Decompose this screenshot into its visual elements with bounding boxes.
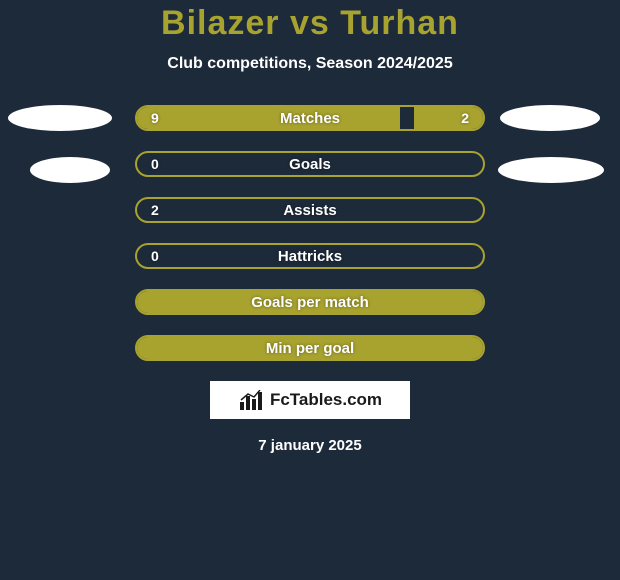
stat-bar: 2Assists	[135, 197, 485, 223]
fctables-logo-badge: FcTables.com	[210, 381, 410, 419]
stat-row: 2Assists	[0, 197, 620, 223]
stat-bar: 92Matches	[135, 105, 485, 131]
logo-text: FcTables.com	[270, 390, 382, 410]
stat-label: Goals	[137, 153, 483, 175]
stat-bar: Min per goal	[135, 335, 485, 361]
stat-bar: Goals per match	[135, 289, 485, 315]
stat-bar: 0Hattricks	[135, 243, 485, 269]
stat-bar: 0Goals	[135, 151, 485, 177]
date-label: 7 january 2025	[0, 437, 620, 454]
stat-label: Assists	[137, 199, 483, 221]
comparison-chart: 92Matches 0Goals 2Assists 0Hattricks Goals p…	[0, 105, 620, 361]
page-title: Bilazer vs Turhan	[0, 0, 620, 43]
stat-row: 0Hattricks	[0, 243, 620, 269]
bar-chart-icon	[238, 390, 266, 410]
stat-row: 92Matches	[0, 105, 620, 131]
stat-label: Matches	[137, 107, 483, 129]
stat-label: Min per goal	[137, 337, 483, 359]
stat-row: Min per goal	[0, 335, 620, 361]
stat-label: Goals per match	[137, 291, 483, 313]
stat-row: Goals per match	[0, 289, 620, 315]
stat-row: 0Goals	[0, 151, 620, 177]
stat-label: Hattricks	[137, 245, 483, 267]
subtitle: Club competitions, Season 2024/2025	[0, 55, 620, 73]
